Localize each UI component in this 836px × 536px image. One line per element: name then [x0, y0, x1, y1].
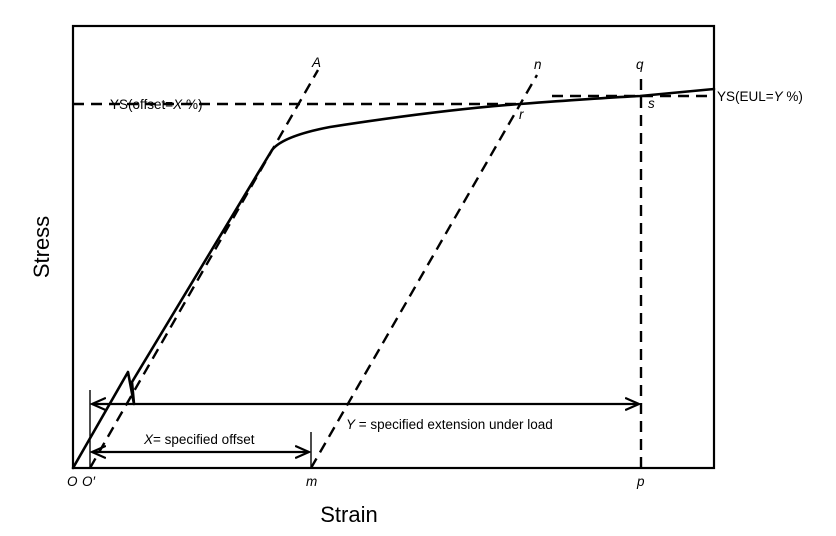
extension-annotation: Y = specified extension under load: [346, 417, 553, 432]
ys-eul-label: YS(EUL=Y %): [717, 89, 803, 104]
point-label-s: s: [648, 96, 655, 111]
point-label-m: m: [306, 474, 317, 489]
plot-frame: [71, 24, 716, 470]
offset-annotation: X= specified offset: [143, 432, 255, 447]
point-label-O-prime: O′: [82, 474, 96, 489]
point-label-A: A: [311, 55, 321, 70]
point-label-q: q: [636, 57, 644, 72]
x-axis-title: Strain: [320, 502, 377, 527]
point-label-n: n: [534, 57, 542, 72]
y-axis-title: Stress: [29, 216, 54, 278]
stress-strain-curve: [71, 87, 716, 470]
ys-offset-label: YS(offset=X %): [110, 97, 202, 112]
offset-line-OA: [88, 69, 320, 469]
point-label-p: p: [636, 474, 645, 489]
point-label-r: r: [519, 107, 524, 122]
point-label-O: O: [67, 474, 78, 489]
offset-line-mn: [309, 74, 539, 469]
